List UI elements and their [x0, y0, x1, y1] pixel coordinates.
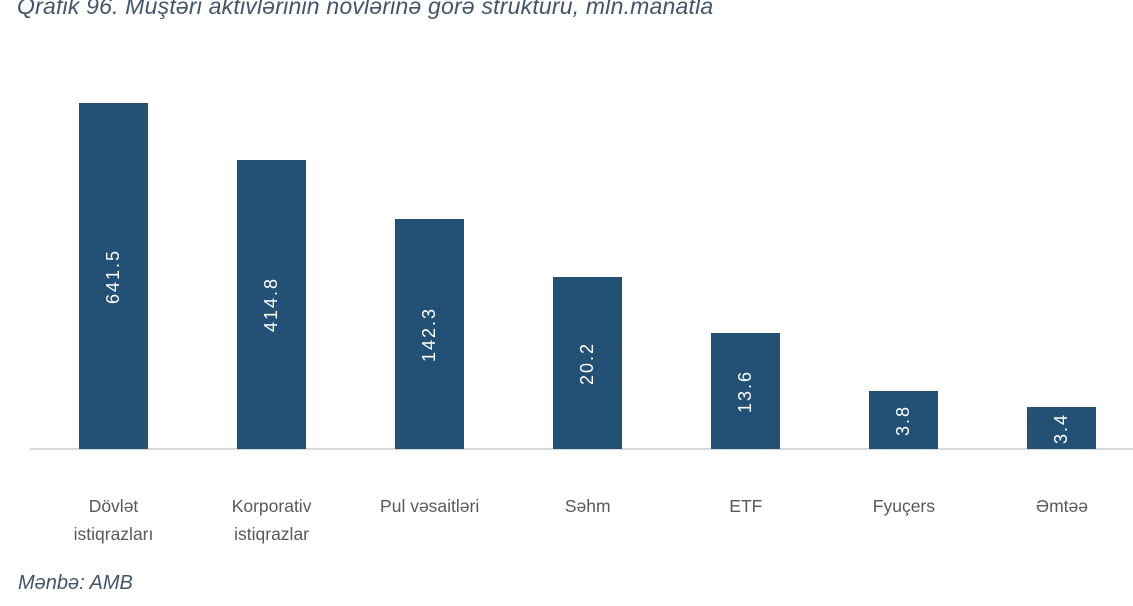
bar: 13.6: [711, 333, 781, 449]
chart-title: Qrafik 96. Müştəri aktivlərinin növlərin…: [17, 0, 714, 19]
x-axis-line: [30, 448, 1133, 450]
bar: 3.8: [869, 391, 939, 449]
bar-value-label: 3.8: [893, 404, 914, 436]
bar-value-label: 641.5: [102, 248, 123, 304]
x-axis-label: Korporativ istiqrazlar: [231, 496, 312, 544]
x-axis-label: Səhm: [564, 496, 611, 516]
x-axis-label: Fyuçers: [872, 496, 935, 516]
bar: 142.3: [395, 219, 465, 449]
bar: 3.4: [1027, 407, 1097, 449]
x-axis-label: Dövlət istiqrazları: [73, 496, 154, 544]
x-axis-label: Əmtəə: [1035, 496, 1088, 516]
bar-value-label: 414.8: [261, 276, 282, 333]
bar-value-label: 142.3: [419, 306, 440, 362]
bar-value-label: 3.4: [1051, 412, 1072, 444]
plot-area: 641.5 Dövlət istiqrazları 414.8 Korporativ …: [30, 103, 1133, 544]
bar: 20.2: [553, 277, 623, 449]
bar: 414.8: [237, 160, 307, 449]
x-axis-label: Pul vəsaitləri: [380, 496, 480, 516]
source-note: Mənbə: AMB: [18, 572, 133, 594]
bar-value-label: 20.2: [577, 341, 598, 385]
bar: 641.5: [79, 103, 148, 449]
bar-value-label: 13.6: [735, 369, 756, 413]
x-axis-label: ETF: [729, 496, 763, 516]
